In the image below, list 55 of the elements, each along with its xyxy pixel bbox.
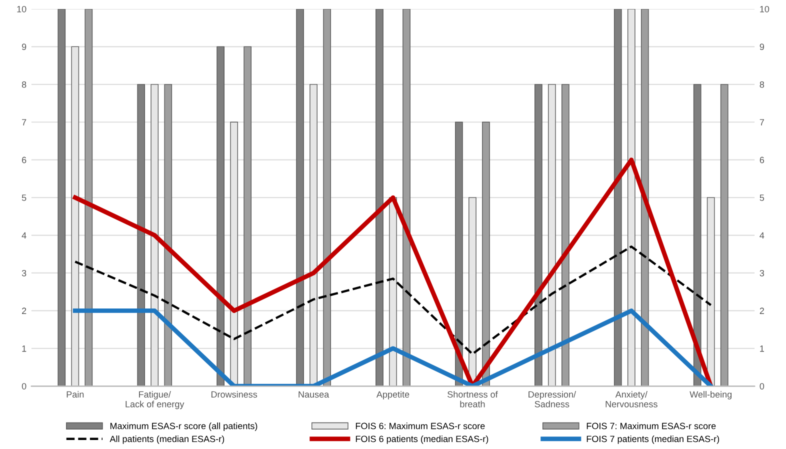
bar	[640, 8, 649, 386]
x-tick-label: Depression/ Sadness	[528, 391, 576, 408]
y2-tick-label: 3	[760, 270, 764, 276]
y2-tick-label: 4	[760, 232, 764, 239]
y2-tick-label: 6	[760, 156, 764, 164]
y2-tick-label: 0	[760, 383, 764, 390]
bar	[562, 84, 570, 386]
x-tick-label: Pain	[66, 391, 84, 398]
x-tick-label: Fatigue/ Lack of energy	[126, 391, 184, 410]
y-tick-label: 7	[22, 119, 26, 126]
legend-label: FOIS 7: Maximum ESAS-r score	[586, 422, 716, 430]
y2-tick-label: 2	[760, 308, 764, 314]
y-tick-label: 8	[22, 81, 26, 88]
y-tick-label: 2	[22, 308, 26, 314]
bar	[614, 8, 622, 386]
y-tick-label: 1	[22, 345, 26, 352]
bar	[455, 122, 463, 386]
legend-label: All patients (median ESAS-r)	[110, 435, 224, 444]
x-tick-label: Shortness of breath	[448, 391, 498, 408]
bar	[84, 8, 93, 386]
y-tick-label: 9	[22, 44, 26, 50]
y2-tick-label: 9	[760, 44, 764, 50]
x-tick-label: Appetite	[376, 391, 410, 400]
y2-tick-label: 1	[760, 345, 764, 352]
x-tick-label: Well-being	[690, 391, 732, 400]
bar	[720, 84, 728, 386]
bar	[402, 8, 410, 386]
x-tick-label: Nausea	[298, 391, 330, 398]
line-series	[72, 158, 714, 386]
y2-tick-label: 8	[760, 81, 764, 88]
bar	[376, 8, 384, 386]
x-tick-label: Anxiety/ Nervousness	[606, 391, 658, 408]
bar	[482, 122, 490, 386]
y-tick-label: 5	[22, 194, 26, 201]
bar	[164, 84, 172, 386]
bar	[58, 8, 66, 386]
legend-label: Maximum ESAS-r score (all patients)	[110, 422, 258, 431]
y2-tick-label: 5	[760, 194, 764, 201]
y2-tick-label: 10	[760, 6, 770, 12]
bar	[323, 8, 331, 386]
bar	[137, 84, 146, 386]
y-tick-label: 3	[22, 270, 26, 276]
y2-tick-label: 7	[760, 119, 764, 126]
x-tick-label: Drowsiness	[211, 391, 258, 398]
bar	[216, 46, 224, 386]
y-tick-label: 4	[22, 232, 26, 239]
legend-label: FOIS 6 patients (median ESAS-r)	[356, 435, 488, 444]
bar	[693, 84, 702, 386]
legend-label: FOIS 7 patients (median ESAS-r)	[586, 435, 720, 444]
legend-label: FOIS 6: Maximum ESAS-r score	[356, 422, 485, 430]
y-tick-label: 10	[17, 6, 26, 12]
y-tick-label: 0	[22, 383, 26, 390]
y-tick-label: 6	[22, 156, 26, 164]
bar	[534, 84, 542, 386]
line-series	[74, 245, 712, 356]
